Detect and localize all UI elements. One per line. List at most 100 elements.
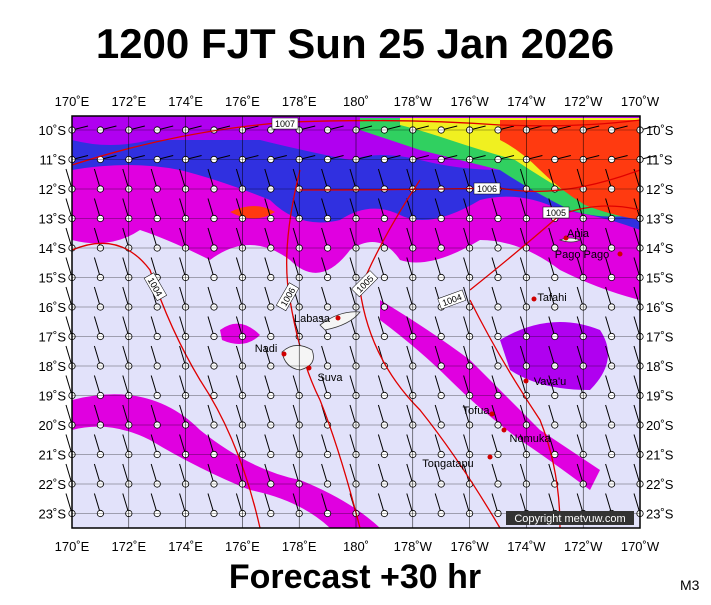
isobar-label: 1005 xyxy=(542,206,570,219)
place-dot xyxy=(281,351,287,357)
lat-label-right: 22˚S xyxy=(646,477,674,492)
lat-label-right: 15˚S xyxy=(646,271,674,286)
rain-band-south xyxy=(72,394,380,528)
isobar-label-box xyxy=(542,206,570,219)
lon-label-bottom: 172˚W xyxy=(564,539,603,554)
lat-label-right: 14˚S xyxy=(646,241,674,256)
lat-label-left: 10˚S xyxy=(39,123,67,138)
lat-label-right: 23˚S xyxy=(646,507,674,522)
place-dot xyxy=(335,315,341,321)
lon-label-bottom: 174˚W xyxy=(507,539,546,554)
isobar-label-box xyxy=(275,282,300,312)
isobar-label-box xyxy=(143,272,168,302)
lat-label-right: 17˚S xyxy=(646,330,674,345)
place-label: Vava'u xyxy=(534,376,566,388)
lon-label-top: 172˚W xyxy=(564,94,603,109)
title: 1200 FJT Sun 25 Jan 2026 xyxy=(96,20,614,67)
place-label: Pago Pago xyxy=(555,249,609,261)
rain-band-tonga xyxy=(380,300,600,490)
lon-label-top: 174˚W xyxy=(507,94,546,109)
place-dot xyxy=(489,411,495,417)
lon-label-top: 176˚W xyxy=(450,94,489,109)
islands xyxy=(281,237,581,371)
rain-patch-nadi xyxy=(220,323,260,344)
isobar-label: 1006 xyxy=(473,182,501,195)
place-label: Tofua xyxy=(463,405,491,417)
lon-label-top: 178˚W xyxy=(394,94,433,109)
lat-label-left: 17˚S xyxy=(39,330,67,345)
lat-label-left: 11˚S xyxy=(40,153,67,168)
footer: Forecast +30 hr xyxy=(229,558,481,596)
lat-label-left: 15˚S xyxy=(39,271,67,286)
isobar-label-box xyxy=(473,182,501,195)
lon-label-bottom: 178˚W xyxy=(394,539,433,554)
isobar xyxy=(359,179,501,529)
viti-levu xyxy=(281,345,314,371)
lon-label-bottom: 176˚E xyxy=(225,539,260,554)
lon-label-bottom: 172˚E xyxy=(111,539,146,554)
place-label: Tongatapu xyxy=(422,458,473,470)
isobar xyxy=(469,299,561,529)
isobar-label-box xyxy=(351,270,379,298)
isobar xyxy=(71,242,261,529)
lat-label-right: 11˚S xyxy=(646,153,673,168)
lat-label-left: 13˚S xyxy=(39,212,67,227)
map-area xyxy=(65,115,657,529)
copyright: Copyright metvuw.com xyxy=(514,513,625,525)
copyright-box xyxy=(506,511,634,525)
lat-label-left: 21˚S xyxy=(39,448,67,463)
lat-label-right: 20˚S xyxy=(646,418,674,433)
place-dot xyxy=(563,235,569,241)
lat-label-left: 19˚S xyxy=(39,389,67,404)
place-dot xyxy=(501,427,507,433)
rain-red xyxy=(500,120,640,220)
place-label: Nomuka xyxy=(510,433,552,445)
isobar-label-text: 1007 xyxy=(275,119,295,129)
model-label: M3 xyxy=(680,577,700,593)
isobar-label-box xyxy=(271,117,299,130)
lon-label-top: 176˚E xyxy=(225,94,260,109)
place-dot xyxy=(617,251,623,257)
place-label: Nadi xyxy=(255,343,278,355)
isobar-label-box xyxy=(437,289,467,310)
place-label: Labasa xyxy=(294,313,331,325)
vanua-levu xyxy=(319,311,361,331)
lon-label-top: 172˚E xyxy=(111,94,146,109)
place-label: Tafahi xyxy=(537,292,566,304)
lon-label-bottom: 180˚ xyxy=(343,539,369,554)
place-dot xyxy=(523,378,529,384)
lat-label-left: 20˚S xyxy=(39,418,67,433)
lon-label-bottom: 176˚W xyxy=(450,539,489,554)
lat-label-left: 22˚S xyxy=(39,477,67,492)
lon-label-bottom: 174˚E xyxy=(168,539,203,554)
lat-label-left: 16˚S xyxy=(39,300,67,315)
lat-label-right: 12˚S xyxy=(646,182,674,197)
lat-label-right: 21˚S xyxy=(646,448,674,463)
lat-label-right: 13˚S xyxy=(646,212,674,227)
isobar xyxy=(71,119,641,166)
lat-label-right: 10˚S xyxy=(646,123,674,138)
lat-label-left: 14˚S xyxy=(39,241,67,256)
wind-barbs xyxy=(65,125,657,518)
lon-label-bottom: 178˚E xyxy=(282,539,317,554)
place-dot xyxy=(531,296,537,302)
lon-label-top: 178˚E xyxy=(282,94,317,109)
lon-label-bottom: 170˚E xyxy=(55,539,90,554)
place-dot xyxy=(306,365,312,371)
lat-label-right: 16˚S xyxy=(646,300,674,315)
lon-label-top: 170˚W xyxy=(621,94,660,109)
lon-label-top: 174˚E xyxy=(168,94,203,109)
isobar-label-text: 1006 xyxy=(477,184,497,194)
lon-label-bottom: 170˚W xyxy=(621,539,660,554)
lat-label-right: 19˚S xyxy=(646,389,674,404)
lon-label-top: 170˚E xyxy=(55,94,90,109)
lat-label-left: 12˚S xyxy=(39,182,67,197)
isobar-label: 1007 xyxy=(271,117,299,130)
lat-label-right: 18˚S xyxy=(646,359,674,374)
place-dot xyxy=(487,454,493,460)
lon-label-top: 180˚ xyxy=(343,94,369,109)
place-label: Suva xyxy=(317,372,343,384)
lat-label-left: 18˚S xyxy=(39,359,67,374)
lat-label-left: 23˚S xyxy=(39,507,67,522)
